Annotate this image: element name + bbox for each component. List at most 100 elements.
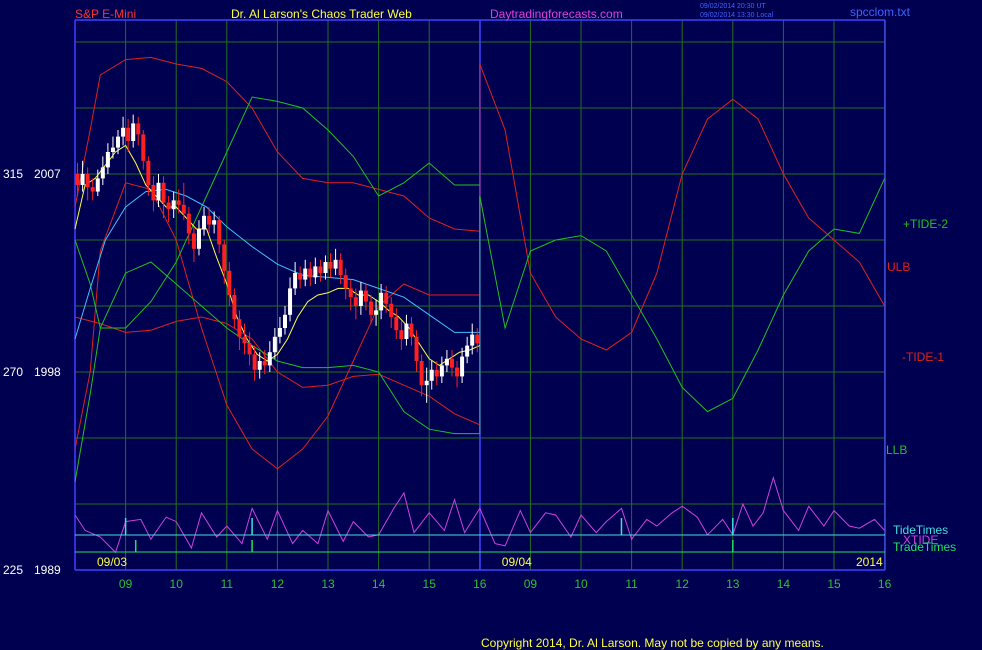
price-bar [176,200,181,205]
price-bar [298,273,303,280]
x-tick-label: 10 [574,577,588,591]
series-line-tide2 [74,178,886,483]
date-label: 09/04 [502,555,532,569]
x-tick-label: 13 [726,577,740,591]
price-bar [116,136,121,148]
price-bar [379,292,384,311]
price-bar [247,343,252,355]
price-bar [308,268,313,278]
price-bar [161,182,166,203]
price-bar [293,273,298,289]
price-bar [100,167,105,179]
date-label: 09/03 [97,555,127,569]
price-bar [282,314,287,328]
series-line-llb_red [74,316,480,426]
price-bar [338,259,343,276]
copyright-notice: Copyright 2014, Dr. Al Larson. May not b… [481,636,824,650]
price-bar [424,380,429,386]
site-link[interactable]: Daytradingforecasts.com [490,7,623,21]
price-bar [136,123,141,135]
series-line-ma_cyan [74,188,480,340]
price-bar [85,174,90,188]
price-bar [439,365,444,377]
series-line-xtide [74,475,885,554]
x-tick-label: 11 [625,577,638,591]
price-bar [288,288,293,315]
price-bar [186,213,191,234]
series-label: XTIDE [903,533,938,547]
x-tick-label: 16 [473,577,487,591]
series-label: LLB [886,443,907,457]
price-bar [110,147,115,152]
price-bar [444,358,449,366]
price-bar [414,336,419,361]
symbol-title: S&P E-Mini [75,7,136,21]
timestamp-local: 09/02/2014 13:30 Local [700,12,774,19]
price-bar [409,323,414,337]
file-name: spcclom.txt [850,5,911,19]
price-bar [141,134,146,161]
price-bar [90,187,95,192]
series-label: -TIDE-1 [902,350,944,364]
price-bar [374,310,379,315]
date-label: 2014 [856,555,883,569]
price-bar [277,328,282,337]
price-bar [328,262,333,269]
price-bar [369,301,374,315]
price-bar [323,262,328,273]
price-bar [232,295,237,320]
price-bar [348,288,353,298]
price-bar [181,204,186,214]
x-tick-label: 12 [271,577,285,591]
x-tick-label: 12 [676,577,690,591]
price-bar [257,361,262,370]
time-markers [75,518,885,553]
y-right-tick-label: 1998 [34,365,61,379]
y-left-tick-label: 270 [3,365,23,379]
price-bar [267,352,272,366]
x-tick-label: 10 [170,577,184,591]
price-bar [222,244,227,271]
price-bar [449,358,454,368]
price-bar [394,317,399,331]
price-bars [75,114,480,403]
price-bar [196,229,201,249]
price-bar [131,123,136,141]
price-bar [75,174,80,185]
price-bar [237,319,242,337]
x-tick-label: 09 [524,577,538,591]
price-bar [202,215,207,229]
x-tick-label: 14 [777,577,791,591]
x-tick-label: 14 [372,577,386,591]
x-tick-label: 09 [119,577,133,591]
price-bar [470,334,475,346]
price-bar [318,266,323,273]
price-bar [313,266,318,278]
y-axis-labels: 315 2007 270 1998 225 1989 [3,167,61,577]
price-bar [146,160,151,185]
price-bar [353,297,358,306]
price-bar [242,336,247,344]
price-bar [455,367,460,377]
price-bar [166,202,171,210]
series-line-ulb_inner [74,182,480,470]
price-bar [156,182,161,201]
y-right-tick-label: 2007 [34,167,61,181]
price-bar [419,361,424,386]
price-bar [80,174,85,185]
site-title: Dr. Al Larson's Chaos Trader Web [231,7,412,21]
series-layer [74,56,886,554]
price-bar [171,200,176,210]
price-bar [207,215,212,225]
x-tick-label: 13 [321,577,335,591]
price-bar [475,334,480,344]
price-bar [399,330,404,339]
y-left-tick-label: 225 [3,563,23,577]
price-bar [404,323,409,339]
x-tick-label: 15 [423,577,437,591]
price-bar [358,290,363,306]
price-bar [252,354,257,370]
price-bar [121,127,126,137]
series-line-tide1 [74,96,480,329]
